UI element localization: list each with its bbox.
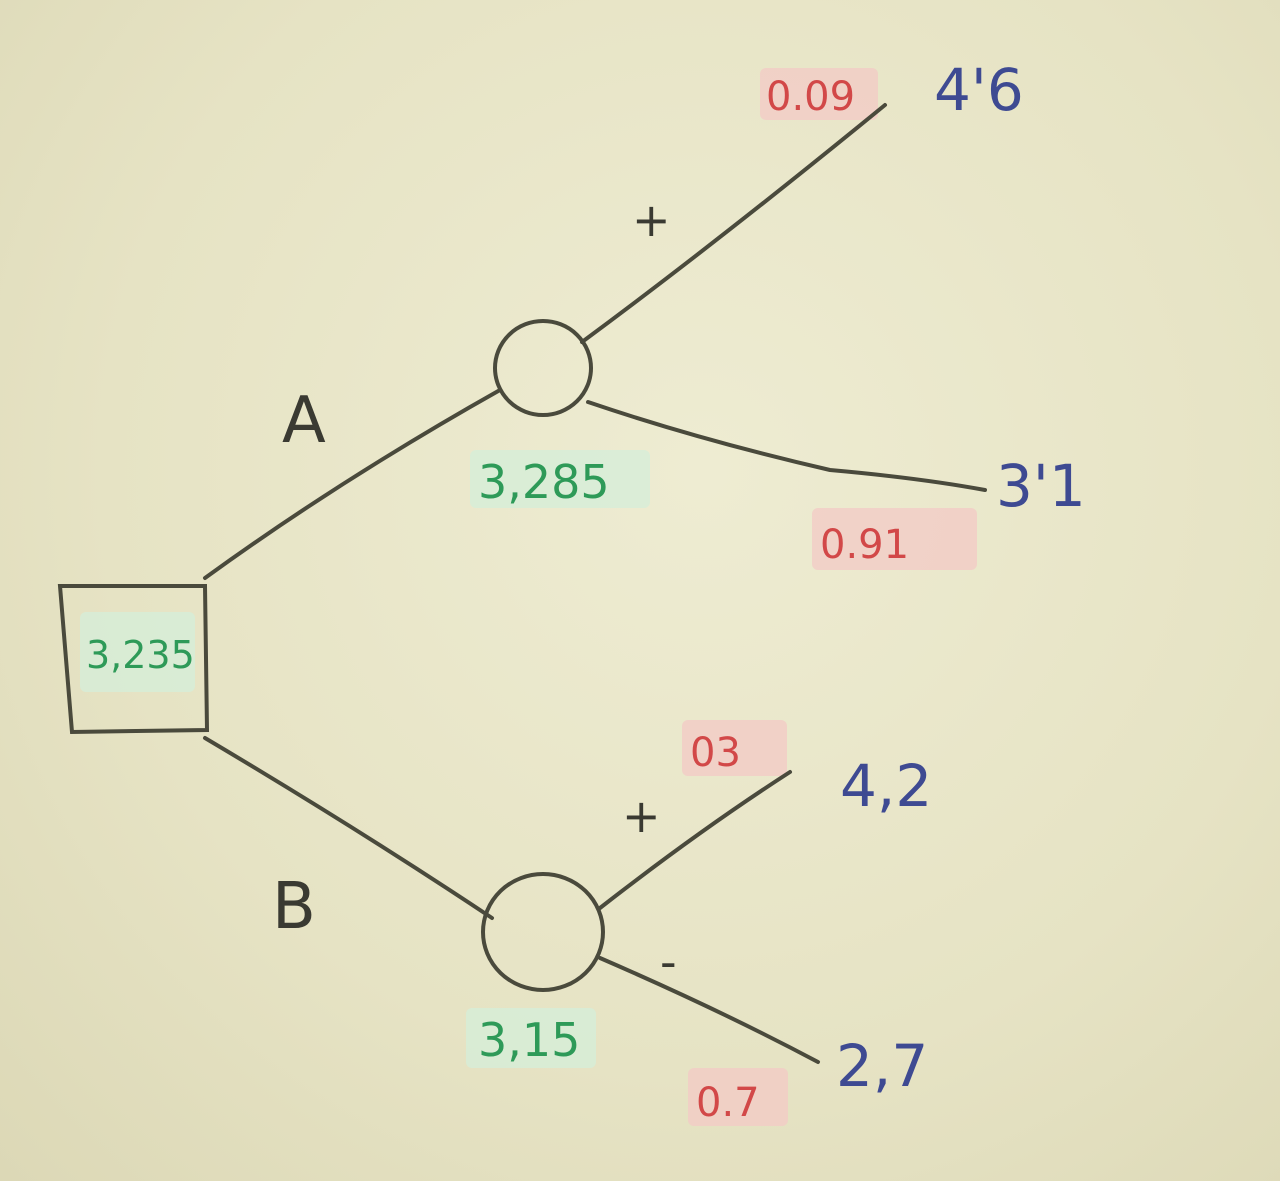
outcome-payoff-a-minus: 3'1 <box>996 452 1086 520</box>
prob-highlight <box>812 508 977 570</box>
edge-a <box>203 388 502 580</box>
outcome-prob-b-plus: 03 <box>690 730 741 776</box>
outcome-prob-a-minus: 0.91 <box>820 522 909 568</box>
edge-a-minus <box>586 400 987 492</box>
branch-label-b: B <box>272 870 316 944</box>
edge-a-plus <box>580 103 887 344</box>
branch-label-a: A <box>282 384 326 458</box>
outcome-payoff-b-plus: 4,2 <box>840 752 932 820</box>
edge-b-minus <box>598 956 820 1064</box>
decision-node <box>57 584 210 735</box>
root-value: 3,235 <box>86 633 195 677</box>
edge-b-plus <box>598 770 792 910</box>
prob-highlight <box>682 720 787 776</box>
value-highlight <box>466 1008 596 1068</box>
value-highlight <box>470 450 650 508</box>
outcome-prob-a-plus: 0.09 <box>766 74 855 120</box>
outcome-sign-b-plus: + <box>622 789 661 843</box>
outcome-prob-b-minus: 0.7 <box>696 1080 760 1126</box>
chance-node-a <box>493 319 593 417</box>
prob-highlight <box>688 1068 788 1126</box>
chance-node-b <box>481 872 605 992</box>
outcome-sign-b-minus: - <box>660 935 677 989</box>
outcome-payoff-b-minus: 2,7 <box>836 1032 928 1100</box>
prob-highlight <box>760 68 878 120</box>
outcome-payoff-a-plus: 4'6 <box>934 56 1024 124</box>
edge-b <box>203 736 494 920</box>
outcome-sign-a-plus: + <box>632 193 671 247</box>
node-value-a: 3,285 <box>478 455 610 509</box>
value-highlight <box>80 612 195 692</box>
node-value-b: 3,15 <box>478 1013 580 1067</box>
